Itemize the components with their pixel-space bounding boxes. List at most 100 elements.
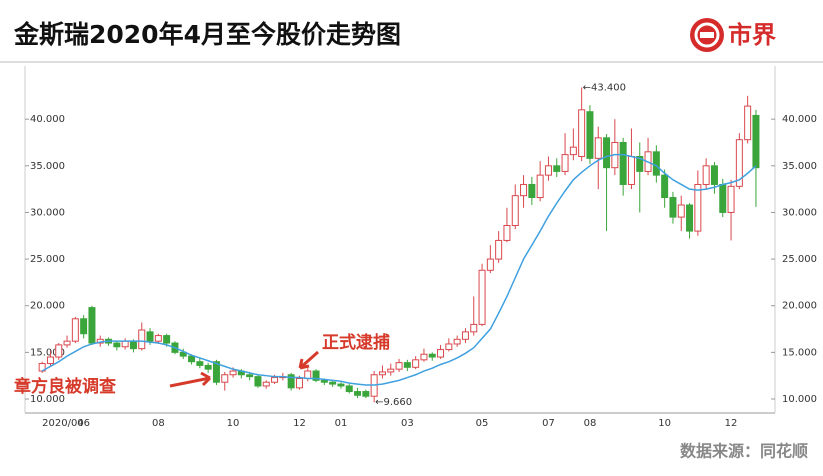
candle-body <box>204 364 212 370</box>
x-tick-label: 10 <box>227 418 240 429</box>
candle-body <box>46 356 54 365</box>
y2-tick-label: 25.000 <box>782 254 817 265</box>
y2-tick-label: 40.000 <box>782 114 817 125</box>
candle-body <box>478 269 486 325</box>
candle-body <box>710 165 718 185</box>
logo-ring <box>694 22 720 48</box>
candle-body <box>345 385 353 393</box>
x-tick-label: 08 <box>152 418 165 429</box>
candle-body <box>163 335 171 344</box>
candle-body <box>229 370 237 376</box>
candle-body <box>453 338 461 345</box>
candle-body <box>121 340 129 348</box>
candle-body <box>520 183 528 197</box>
candle-body <box>254 376 262 387</box>
candle-body <box>362 391 370 397</box>
candle-body <box>304 370 312 379</box>
y-tick-label: 20.000 <box>30 301 65 312</box>
candle-body <box>63 340 71 346</box>
candle-body <box>179 351 187 357</box>
candle-body <box>378 371 386 376</box>
candle-body <box>445 343 453 351</box>
candle-body <box>320 379 328 383</box>
candle-body <box>727 185 735 213</box>
candle-body <box>138 329 146 350</box>
candle-body <box>412 359 420 368</box>
candle-body <box>71 318 79 342</box>
y-tick-label: 40.000 <box>30 114 65 125</box>
candle-body <box>486 258 494 271</box>
candle-body <box>146 331 154 342</box>
y2-tick-label: 35.000 <box>782 161 817 172</box>
candle-body <box>271 377 279 383</box>
candle-body <box>619 141 627 185</box>
x-tick-label: 2020/04 <box>42 418 84 429</box>
candle-body <box>295 377 303 389</box>
y-tick-label: 25.000 <box>30 254 65 265</box>
y-tick-label: 15.000 <box>30 347 65 358</box>
candle-body <box>719 183 727 213</box>
candle-body <box>578 109 586 157</box>
annotation: 章方良被调查 <box>14 376 117 397</box>
y-tick-label: 30.000 <box>30 207 65 218</box>
source: 数据来源：同花顺 <box>680 442 808 461</box>
candle-body <box>80 318 88 335</box>
candle-body <box>329 381 337 385</box>
x-tick-label: 12 <box>293 418 306 429</box>
candle-body <box>495 239 503 260</box>
candle-body <box>511 195 519 227</box>
candle-body <box>196 361 204 366</box>
candle-body <box>113 342 121 348</box>
candle-body <box>603 137 611 169</box>
candle-body <box>437 349 445 358</box>
candle-body <box>88 307 96 344</box>
candle-body <box>246 374 254 378</box>
moving-average <box>41 153 757 386</box>
extreme-label: ←9.660 <box>375 397 412 408</box>
candle-body <box>686 204 694 232</box>
title: 金斯瑞2020年4月至今股价走势图 <box>13 20 401 49</box>
annotation: 正式逮捕 <box>322 332 390 353</box>
logo-bar <box>700 32 714 38</box>
candle-body <box>428 353 436 358</box>
x-tick-label: 10 <box>658 418 671 429</box>
extreme-label: ←43.400 <box>583 82 626 93</box>
candle-body <box>752 114 760 169</box>
candle-body <box>403 362 411 368</box>
candle-body <box>594 137 602 159</box>
candle-body <box>503 225 511 241</box>
y2-tick-label: 15.000 <box>782 347 817 358</box>
annotation-arrow <box>298 350 319 370</box>
candle-body <box>569 146 577 156</box>
logo: 市界 <box>690 18 776 52</box>
candle-body <box>661 174 669 199</box>
candle-body <box>354 391 362 396</box>
annotation-arrow <box>169 371 212 388</box>
y-tick-label: 35.000 <box>30 161 65 172</box>
candle-body <box>337 383 345 387</box>
candle-body <box>420 353 428 361</box>
candle-body <box>528 183 536 199</box>
candle-body <box>677 204 685 218</box>
x-tick-label: 08 <box>584 418 597 429</box>
candle-body <box>636 155 644 172</box>
candle-body <box>627 155 635 185</box>
y-tick-label: 10.000 <box>30 394 65 405</box>
candle-body <box>154 335 162 342</box>
candle-body <box>287 374 295 389</box>
candle-body <box>387 368 395 373</box>
candle-body <box>262 381 270 387</box>
candle-body <box>221 374 229 383</box>
candle-body <box>470 323 478 333</box>
candle-body <box>212 361 220 383</box>
candle-body <box>55 344 63 358</box>
y2-tick-label: 30.000 <box>782 207 817 218</box>
x-tick-label: 03 <box>401 418 414 429</box>
candle-body <box>652 151 660 176</box>
x-tick-label: 06 <box>77 418 90 429</box>
candle-body <box>395 362 403 370</box>
candle-body <box>553 165 561 172</box>
candle-body <box>744 105 752 141</box>
